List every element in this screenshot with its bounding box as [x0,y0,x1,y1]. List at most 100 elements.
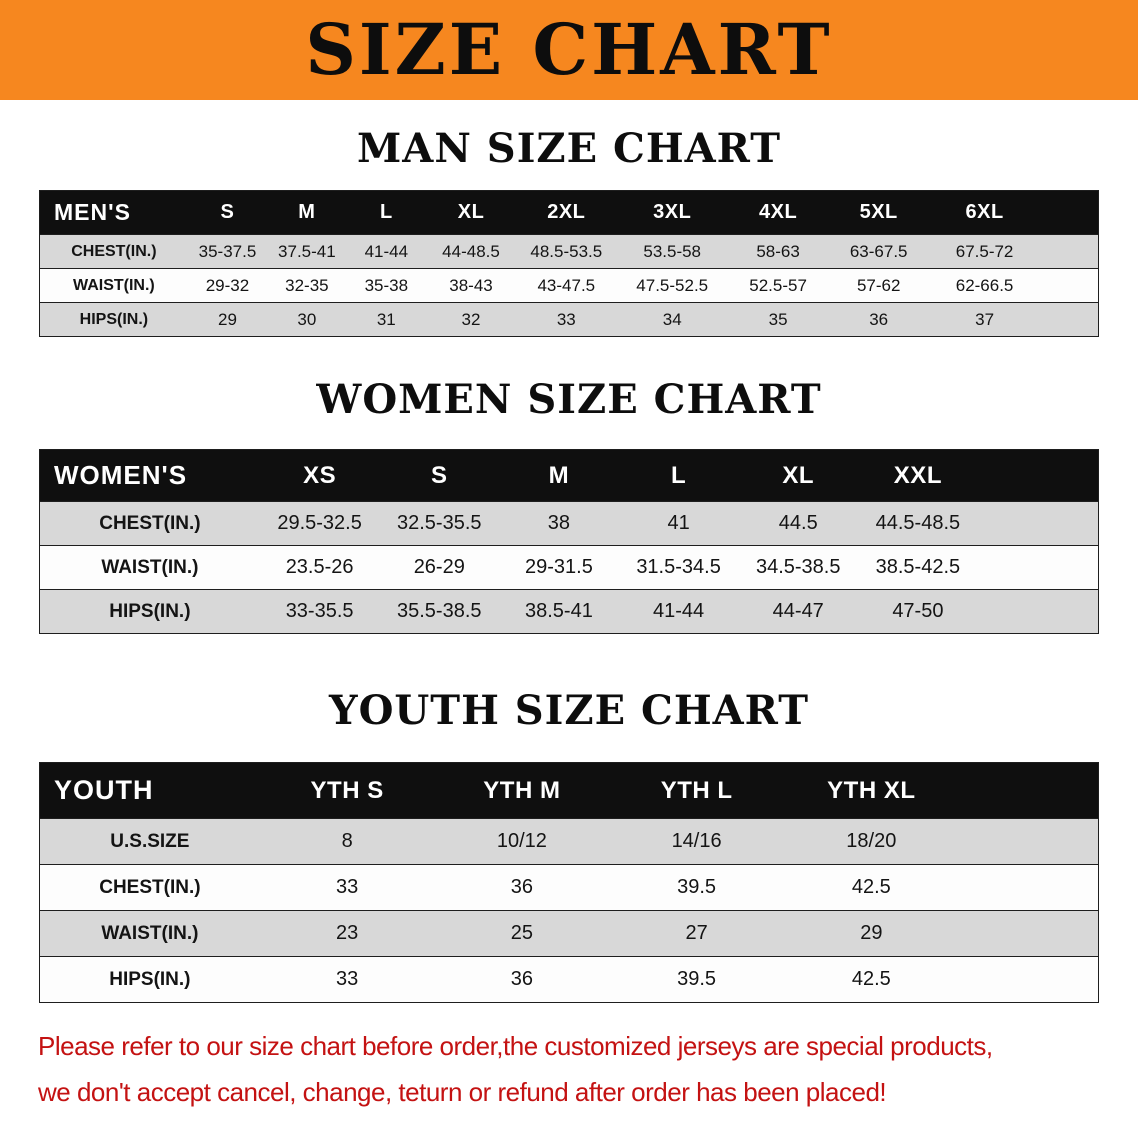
size-value-cell: 41-44 [346,234,427,269]
size-header-cell: L [346,190,427,235]
size-header-cell: YTH L [609,762,784,819]
size-value-cell: 39.5 [609,956,784,1003]
size-header-cell: 5XL [828,190,929,235]
size-value-cell: 41 [618,501,739,546]
size-value-cell: 29-32 [187,268,268,303]
size-value-cell: 23 [259,910,435,957]
women-size-table: WOMEN'S XS S M L XL XXL CHEST(IN.) 29.5-32.5 32.5… [39,449,1099,634]
size-value-cell: 41-44 [618,589,739,634]
size-header-cell: XL [738,449,859,502]
size-value-cell: 62-66.5 [928,268,1041,303]
size-header-cell: 4XL [727,190,829,235]
size-value-cell: 35-38 [346,268,427,303]
filler-cell [977,501,1099,546]
table-row: HIPS(IN.) 33-35.5 35.5-38.5 38.5-41 41-44 44-… [39,589,1099,634]
size-header-cell: M [499,449,619,502]
size-value-cell: 43-47.5 [516,268,617,303]
size-value-cell: 25 [434,910,610,957]
size-value-cell: 18/20 [783,818,959,865]
size-value-cell: 10/12 [434,818,610,865]
size-value-cell: 42.5 [783,956,959,1003]
table-row: HIPS(IN.) 29 30 31 32 33 34 35 36 37 [39,302,1099,337]
filler-cell [958,762,1099,819]
size-header-cell: XXL [858,449,978,502]
size-value-cell: 47.5-52.5 [616,268,728,303]
size-value-cell: 33 [516,302,617,337]
table-row: CHEST(IN.) 35-37.5 37.5-41 41-44 44-48.5 48.5… [39,234,1099,269]
size-value-cell: 38.5-42.5 [858,545,978,590]
row-label-cell: CHEST(IN.) [39,234,188,269]
row-label-cell: HIPS(IN.) [39,302,188,337]
size-header-cell: 2XL [516,190,617,235]
size-header-cell: XL [426,190,517,235]
table-row: CHEST(IN.) 29.5-32.5 32.5-35.5 38 41 44.5 44.5… [39,501,1099,546]
size-value-cell: 67.5-72 [928,234,1041,269]
row-label-cell: WAIST(IN.) [39,545,260,590]
size-header-cell: YTH M [434,762,610,819]
filler-cell [1040,190,1099,235]
youth-size-section: YOUTH SIZE CHART YOUTH YTH S YTH M YTH L YTH… [0,688,1138,1003]
youth-size-heading: YOUTH SIZE CHART [329,687,809,734]
size-value-cell: 26-29 [379,545,500,590]
size-value-cell: 35.5-38.5 [379,589,500,634]
row-label-cell: WAIST(IN.) [39,910,260,957]
size-value-cell: 37.5-41 [267,234,347,269]
filler-cell [958,956,1099,1003]
size-value-cell: 30 [267,302,347,337]
size-value-cell: 32 [426,302,517,337]
row-label-cell: CHEST(IN.) [39,864,260,911]
size-value-cell: 32-35 [267,268,347,303]
size-value-cell: 47-50 [858,589,978,634]
filler-cell [977,545,1099,590]
filler-cell [977,589,1099,634]
size-value-cell: 63-67.5 [828,234,929,269]
size-value-cell: 57-62 [828,268,929,303]
table-name-cell: WOMEN'S [39,449,260,502]
size-header-cell: L [618,449,739,502]
table-name-cell: MEN'S [39,190,188,235]
size-value-cell: 35-37.5 [187,234,268,269]
filler-cell [1040,234,1099,269]
size-value-cell: 58-63 [727,234,829,269]
size-header-cell: YTH XL [783,762,959,819]
table-row: WAIST(IN.) 23 25 27 29 [39,910,1099,957]
size-value-cell: 29.5-32.5 [259,501,380,546]
size-value-cell: 36 [828,302,929,337]
size-value-cell: 35 [727,302,829,337]
women-size-heading: WOMEN SIZE CHART [316,376,822,423]
man-size-section: MAN SIZE CHART MEN'S S M L XL 2XL 3XL 4XL 5XL 6XL… [0,126,1138,337]
size-value-cell: 29 [783,910,959,957]
table-header-row: WOMEN'S XS S M L XL XXL [39,449,1099,502]
footer-note: Please refer to our size chart before or… [38,1023,1138,1115]
youth-size-table: YOUTH YTH S YTH M YTH L YTH XL U.S.SIZE 8 10/12… [39,762,1099,1003]
banner-title: SIZE CHART [305,8,833,91]
filler-cell [1040,268,1099,303]
size-value-cell: 33 [259,956,435,1003]
size-value-cell: 8 [259,818,435,865]
size-value-cell: 44.5-48.5 [858,501,978,546]
row-label-cell: HIPS(IN.) [39,956,260,1003]
size-value-cell: 38-43 [426,268,517,303]
table-header-row: YOUTH YTH S YTH M YTH L YTH XL [39,762,1099,819]
filler-cell [958,818,1099,865]
size-header-cell: S [187,190,268,235]
size-header-cell: YTH S [259,762,435,819]
filler-cell [958,864,1099,911]
size-value-cell: 52.5-57 [727,268,829,303]
size-value-cell: 33 [259,864,435,911]
filler-cell [958,910,1099,957]
filler-cell [977,449,1099,502]
size-value-cell: 29 [187,302,268,337]
filler-cell [1040,302,1099,337]
size-value-cell: 37 [928,302,1041,337]
size-value-cell: 23.5-26 [259,545,380,590]
size-value-cell: 34.5-38.5 [738,545,859,590]
size-value-cell: 36 [434,864,610,911]
size-header-cell: XS [259,449,380,502]
table-header-row: MEN'S S M L XL 2XL 3XL 4XL 5XL 6XL [39,190,1099,235]
table-row: WAIST(IN.) 29-32 32-35 35-38 38-43 43-47.5 47.… [39,268,1099,303]
size-value-cell: 44-48.5 [426,234,517,269]
row-label-cell: HIPS(IN.) [39,589,260,634]
row-label-cell: WAIST(IN.) [39,268,188,303]
